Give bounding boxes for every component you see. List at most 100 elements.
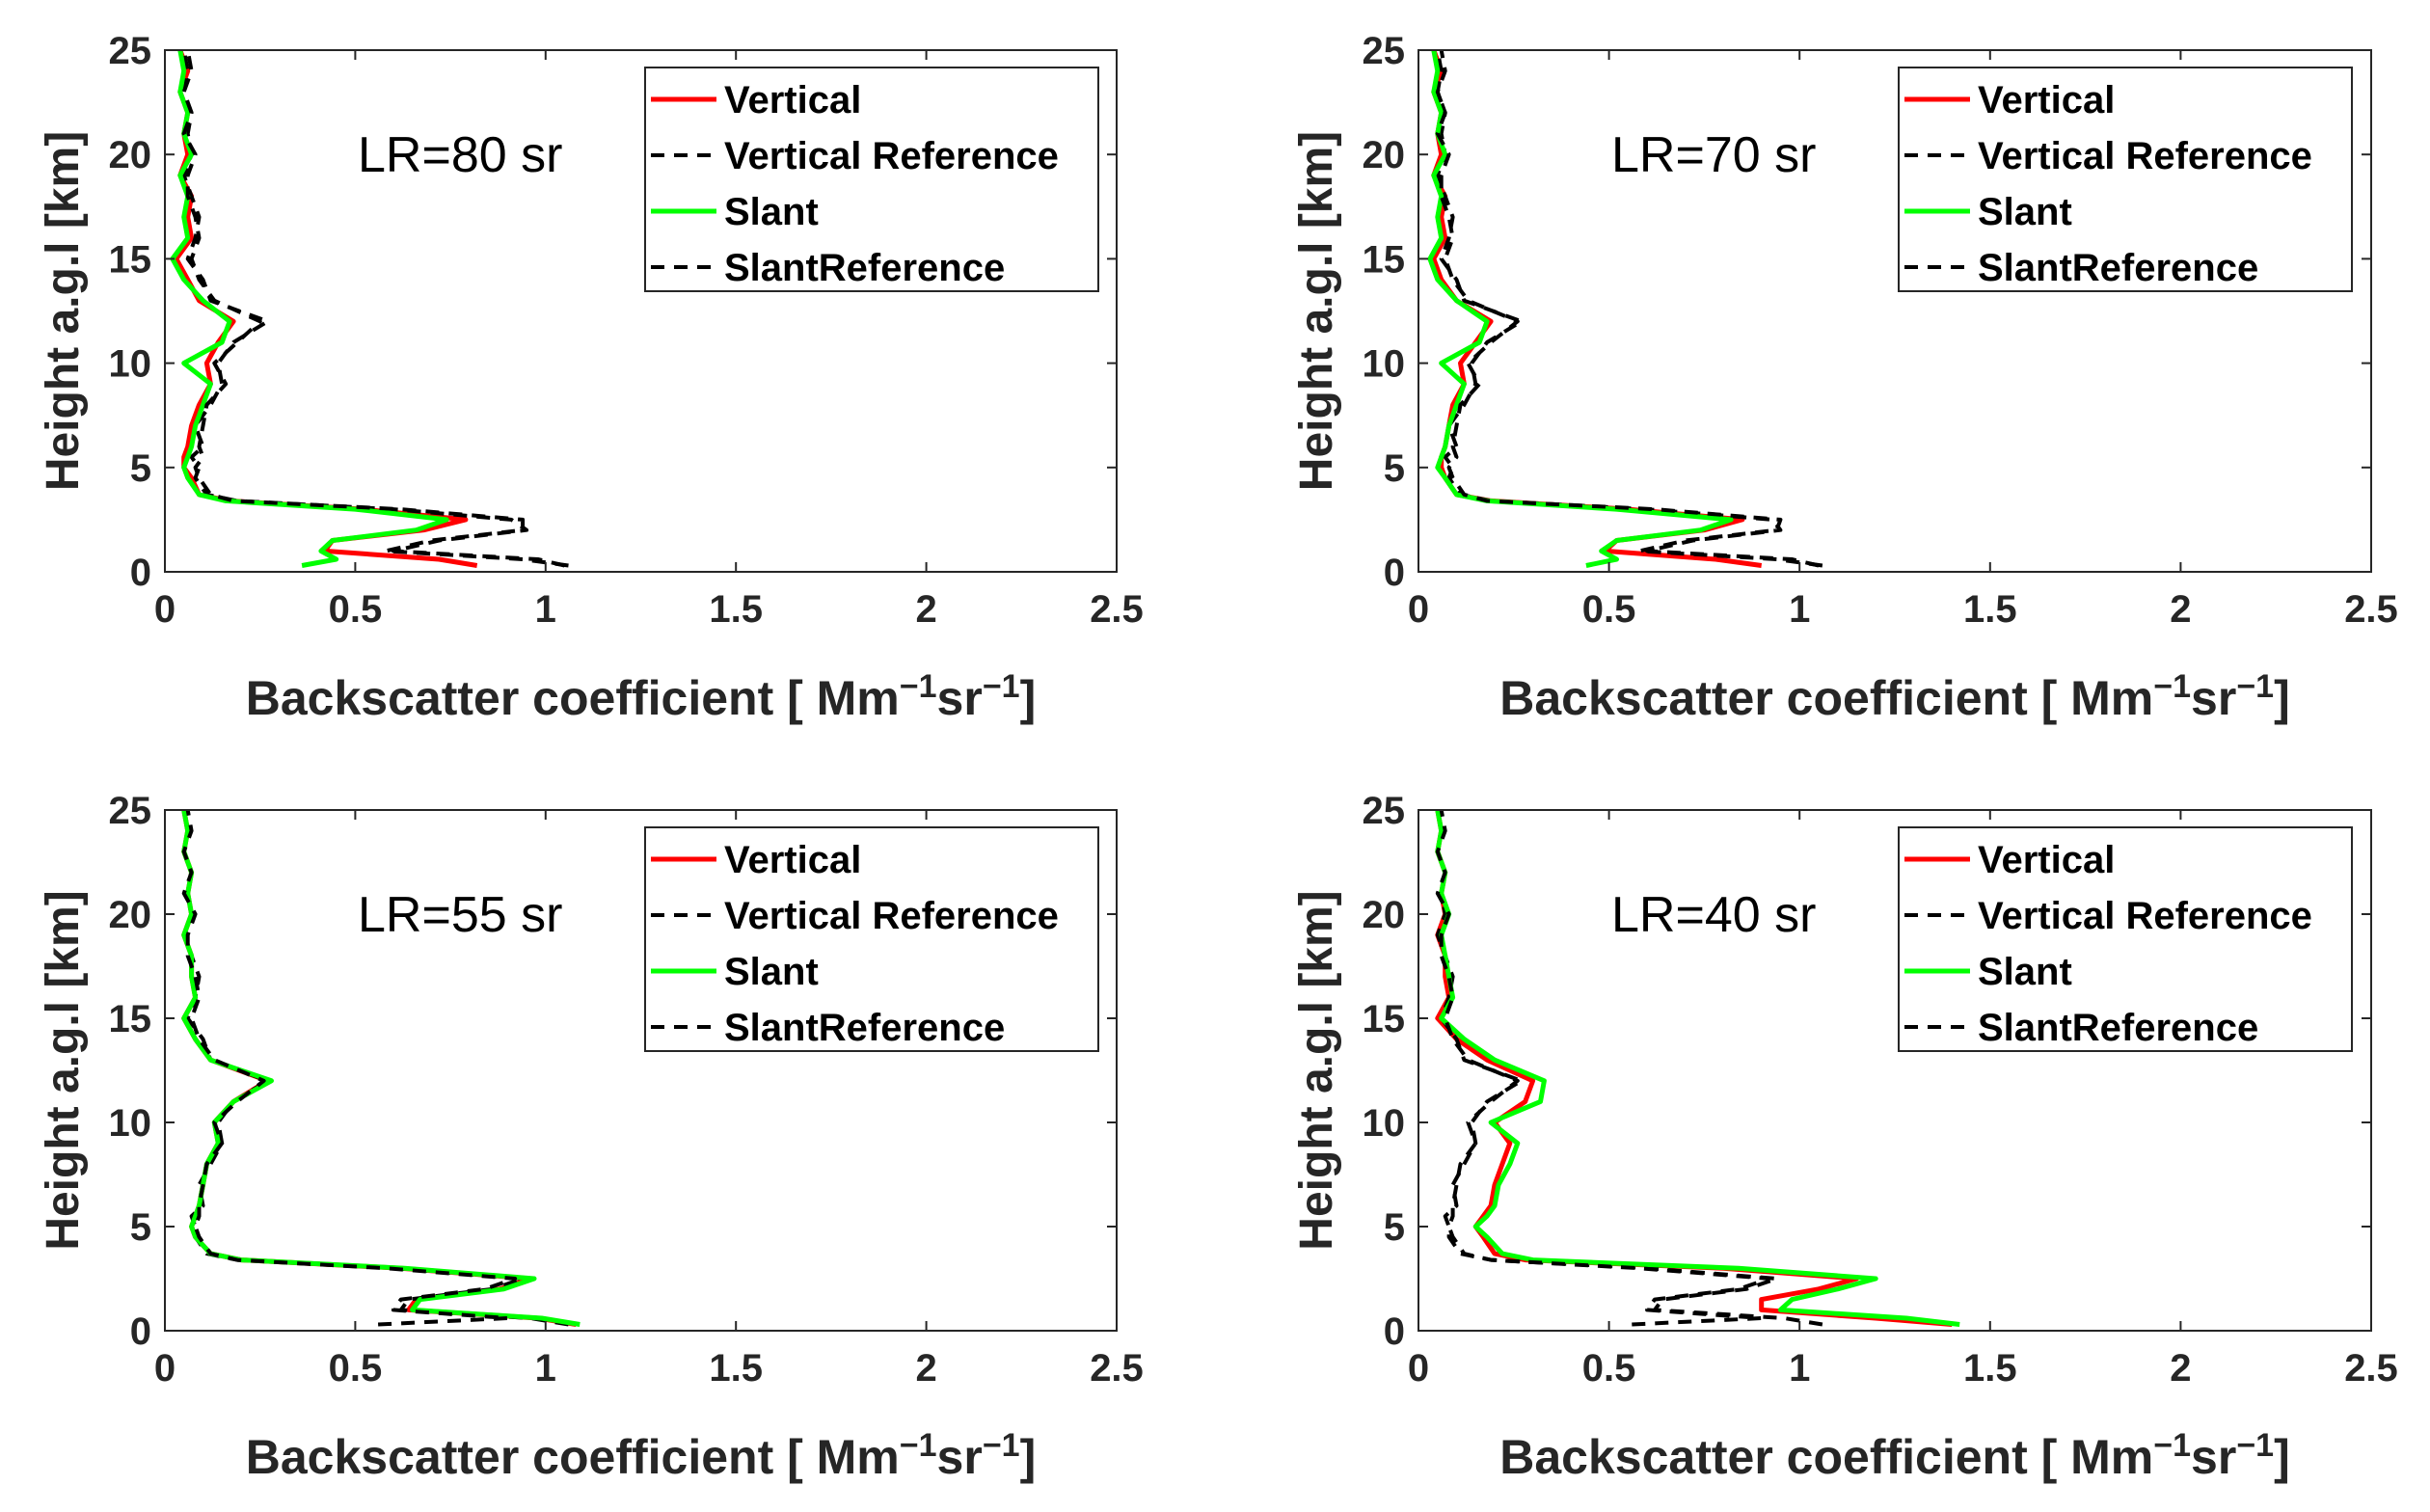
- x-axis-label-end: ]: [2274, 671, 2290, 725]
- x-tick-label: 1.5: [1963, 1347, 2017, 1390]
- x-axis-label: Backscatter coefficient [ Mm−1sr−1]: [246, 1427, 1036, 1484]
- x-axis-label: Backscatter coefficient [ Mm−1sr−1]: [246, 668, 1036, 725]
- series-group: [1435, 810, 1960, 1327]
- series-line-slant: [1427, 50, 1734, 568]
- y-axis-label: Height a.g.l [km]: [38, 890, 89, 1250]
- x-axis-label-sup1: −1: [2153, 668, 2191, 705]
- x-tick-label: 1: [1789, 1347, 1810, 1390]
- x-axis-label-end: ]: [1020, 671, 1037, 725]
- series-line-slantreference: [1435, 50, 1823, 568]
- x-tick-label: 0: [154, 588, 176, 631]
- y-tick-label: 20: [109, 134, 152, 176]
- x-axis-label-end: ]: [2274, 1430, 2290, 1484]
- y-tick-label: 15: [109, 238, 152, 281]
- axes-box: [164, 49, 1118, 573]
- y-tick-label: 0: [130, 552, 151, 594]
- legend-box: [1898, 67, 2353, 292]
- series-line-vertical: [174, 50, 478, 568]
- x-tick-label: 0.5: [1582, 588, 1636, 631]
- series-line-slantreference: [1435, 810, 1771, 1327]
- y-tick-label: 5: [130, 1206, 151, 1249]
- y-tick-label: 25: [1363, 30, 1406, 72]
- y-axis-label: Height a.g.l [km]: [38, 131, 89, 491]
- legend-label: Slant: [1978, 951, 2072, 993]
- x-axis-label-sup1: −1: [900, 1427, 937, 1464]
- y-axis-label: Height a.g.l [km]: [1291, 890, 1342, 1250]
- y-tick-label: 15: [1363, 998, 1406, 1040]
- x-axis-label-main: Backscatter coefficient [ Mm: [246, 1430, 900, 1484]
- axes-box: [1418, 49, 2372, 573]
- x-axis-label-main: Backscatter coefficient [ Mm: [246, 671, 900, 725]
- legend-label: Vertical: [724, 79, 861, 122]
- lidar-ratio-annotation: LR=40 sr: [1611, 887, 1816, 943]
- x-tick-label: 2.5: [2344, 588, 2398, 631]
- x-tick-label: 2: [2170, 588, 2191, 631]
- legend-label: Vertical: [1978, 839, 2115, 881]
- x-axis-label-end: ]: [1020, 1430, 1037, 1484]
- y-tick-label: 20: [1363, 134, 1406, 176]
- x-axis-label: Backscatter coefficient [ Mm−1sr−1]: [1499, 668, 2289, 725]
- x-axis-label-sup2: −1: [983, 668, 1020, 705]
- y-tick-label: 25: [1363, 790, 1406, 832]
- x-axis-label-main: Backscatter coefficient [ Mm: [1499, 671, 2153, 725]
- x-axis-label-sup2: −1: [983, 1427, 1020, 1464]
- x-tick-label: 0.5: [329, 1347, 383, 1390]
- lidar-ratio-annotation: LR=55 sr: [358, 887, 562, 943]
- legend-label: Vertical Reference: [1978, 895, 2312, 937]
- x-tick-label: 1: [535, 1347, 556, 1390]
- series-group: [170, 50, 569, 568]
- legend-box: [644, 826, 1099, 1052]
- y-tick-label: 10: [1363, 1102, 1406, 1145]
- x-tick-label: 2: [2170, 1347, 2191, 1390]
- panel-3: 0 0.5 1 1.5 2 2.5 0 5 10 15 20 25 Backscatter coeffi…: [38, 790, 1144, 1484]
- x-tick-label: 0: [1408, 1347, 1429, 1390]
- axes-box: [164, 809, 1118, 1332]
- y-tick-label: 20: [109, 894, 152, 936]
- x-axis-label-sup2: −1: [2236, 668, 2274, 705]
- lidar-ratio-annotation: LR=70 sr: [1611, 127, 1816, 183]
- x-tick-label: 1: [535, 588, 556, 631]
- series-line-slantreference: [181, 810, 518, 1327]
- legend-label: Vertical Reference: [724, 895, 1059, 937]
- y-tick-label: 20: [1363, 894, 1406, 936]
- panel-4: 0 0.5 1 1.5 2 2.5 0 5 10 15 20 25 Backscatter coeffi…: [1291, 790, 2398, 1484]
- x-tick-label: 0: [1408, 588, 1429, 631]
- y-tick-label: 0: [1384, 1310, 1405, 1353]
- y-tick-label: 5: [1384, 447, 1405, 490]
- x-tick-label: 2: [915, 1347, 936, 1390]
- x-tick-label: 0.5: [329, 588, 383, 631]
- legend-label: Slant: [1978, 191, 2072, 233]
- y-tick-label: 25: [109, 30, 152, 72]
- x-axis-label-main: Backscatter coefficient [ Mm: [1499, 1430, 2153, 1484]
- x-tick-label: 1.5: [709, 588, 763, 631]
- x-tick-label: 0: [154, 1347, 176, 1390]
- series-line-slant: [170, 50, 449, 568]
- y-tick-label: 10: [109, 343, 152, 386]
- x-axis-label-mid: sr: [937, 671, 983, 725]
- x-axis-label-sup2: −1: [2236, 1427, 2274, 1464]
- legend-label: Vertical Reference: [1978, 135, 2312, 177]
- y-tick-label: 15: [109, 998, 152, 1040]
- y-tick-label: 0: [130, 1310, 151, 1353]
- y-tick-label: 25: [109, 790, 152, 832]
- y-tick-label: 10: [109, 1102, 152, 1145]
- x-axis-label-mid: sr: [2191, 1430, 2236, 1484]
- x-axis-label: Backscatter coefficient [ Mm−1sr−1]: [1499, 1427, 2289, 1484]
- legend-label: Vertical Reference: [724, 135, 1059, 177]
- legend-label: SlantReference: [724, 247, 1005, 289]
- x-tick-label: 2.5: [2344, 1347, 2398, 1390]
- series-line-slantreference: [181, 50, 569, 568]
- y-tick-label: 5: [130, 447, 151, 490]
- axes-box: [1418, 809, 2372, 1332]
- legend: Vertical Vertical Reference Slant SlantRefe…: [644, 826, 1099, 1052]
- x-tick-label: 1.5: [709, 1347, 763, 1390]
- legend-box: [1898, 826, 2353, 1052]
- legend: Vertical Vertical Reference Slant SlantRefe…: [644, 67, 1099, 292]
- lidar-ratio-annotation: LR=80 sr: [358, 127, 562, 183]
- legend-label: Slant: [724, 191, 819, 233]
- legend: Vertical Vertical Reference Slant SlantRefe…: [1898, 826, 2353, 1052]
- series-group: [181, 810, 580, 1327]
- y-tick-label: 0: [1384, 552, 1405, 594]
- x-tick-label: 1: [1789, 588, 1810, 631]
- series-group: [1427, 50, 1823, 568]
